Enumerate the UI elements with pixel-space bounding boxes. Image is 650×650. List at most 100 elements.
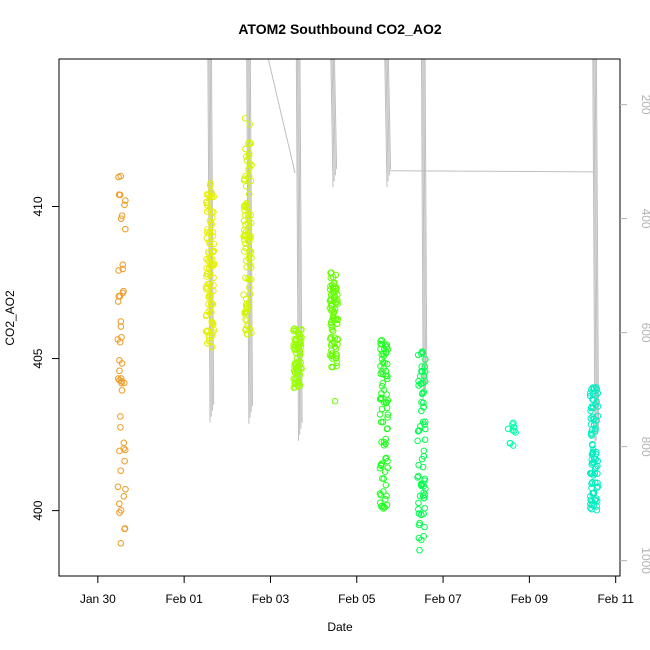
data-point xyxy=(296,329,303,337)
data-point xyxy=(510,427,518,435)
data-point xyxy=(421,523,428,531)
data-point xyxy=(118,387,126,394)
profile-line xyxy=(594,58,598,435)
data-point xyxy=(327,274,335,282)
data-point xyxy=(586,469,594,477)
data-point xyxy=(121,525,129,532)
data-point xyxy=(120,445,128,452)
data-point xyxy=(377,337,384,345)
data-point xyxy=(291,325,298,332)
y-tick-label: 400 xyxy=(31,500,45,520)
profile-line xyxy=(333,58,338,170)
data-point xyxy=(243,330,251,338)
data-point xyxy=(204,280,212,288)
data-point xyxy=(290,384,298,391)
data-point xyxy=(588,470,596,477)
profile-line xyxy=(330,58,334,188)
data-point xyxy=(420,388,428,396)
data-point xyxy=(421,425,429,433)
data-point xyxy=(297,333,305,341)
data-point xyxy=(206,182,214,189)
data-point xyxy=(592,425,599,432)
plot-frame xyxy=(58,58,621,577)
data-point xyxy=(122,225,129,233)
data-point xyxy=(329,305,336,313)
data-point xyxy=(115,267,122,274)
data-point xyxy=(506,439,514,447)
data-point xyxy=(509,420,516,428)
data-point xyxy=(587,496,594,504)
y2-tick-label: 800 xyxy=(639,437,650,457)
data-point xyxy=(589,404,597,412)
data-point xyxy=(204,284,211,292)
data-point xyxy=(246,290,254,298)
y-axis: 400 405 410 xyxy=(31,196,59,521)
y-tick-label: 410 xyxy=(31,196,45,216)
data-point xyxy=(241,248,248,255)
data-point xyxy=(378,503,385,510)
data-point xyxy=(418,455,426,463)
data-point xyxy=(120,492,128,500)
data-point xyxy=(202,198,210,206)
data-point xyxy=(384,411,392,418)
data-point xyxy=(332,354,340,362)
data-point xyxy=(414,437,421,445)
data-point xyxy=(333,359,341,367)
data-point xyxy=(382,481,390,489)
data-point xyxy=(329,355,336,362)
data-point xyxy=(587,500,594,508)
data-point xyxy=(377,362,384,370)
data-point xyxy=(117,467,125,475)
data-point xyxy=(205,337,213,345)
data-point xyxy=(417,372,424,380)
data-point xyxy=(589,384,597,391)
x-axis-label: Date xyxy=(327,620,353,634)
data-point xyxy=(118,212,126,219)
profile-line xyxy=(422,58,425,396)
data-point xyxy=(117,215,125,222)
data-point xyxy=(382,372,390,379)
data-point xyxy=(210,240,218,248)
data-point xyxy=(377,345,384,353)
data-point xyxy=(379,380,387,387)
y2-tick-label: 1000 xyxy=(639,547,650,574)
data-point xyxy=(292,336,300,344)
data-point xyxy=(422,485,429,493)
data-point xyxy=(588,480,595,488)
profile-line xyxy=(331,58,335,182)
data-point xyxy=(376,490,384,497)
data-point xyxy=(203,229,211,236)
data-point xyxy=(209,248,217,255)
data-point xyxy=(209,287,217,295)
data-point xyxy=(381,342,389,349)
data-point xyxy=(117,413,124,420)
data-point xyxy=(297,343,305,351)
data-point xyxy=(329,327,337,335)
data-point xyxy=(293,354,301,362)
data-point xyxy=(592,496,599,504)
data-point xyxy=(121,446,129,454)
y2-tick-label: 200 xyxy=(639,95,650,115)
profile-line xyxy=(249,58,253,406)
data-point xyxy=(119,261,127,269)
data-point xyxy=(591,470,599,477)
profile-line xyxy=(332,58,336,176)
data-point xyxy=(246,325,254,333)
data-point xyxy=(330,296,338,304)
data-point xyxy=(207,192,214,199)
data-point xyxy=(202,273,210,280)
data-point xyxy=(384,457,391,465)
data-point xyxy=(116,500,123,508)
data-point xyxy=(208,318,216,325)
data-point xyxy=(416,492,424,500)
data-point xyxy=(415,505,422,513)
data-point xyxy=(415,427,422,434)
data-point xyxy=(120,439,128,447)
data-point xyxy=(208,208,216,215)
data-point xyxy=(298,326,305,333)
profile-line xyxy=(424,58,428,384)
data-point xyxy=(206,217,214,225)
data-point xyxy=(242,221,249,228)
data-point xyxy=(210,274,217,282)
